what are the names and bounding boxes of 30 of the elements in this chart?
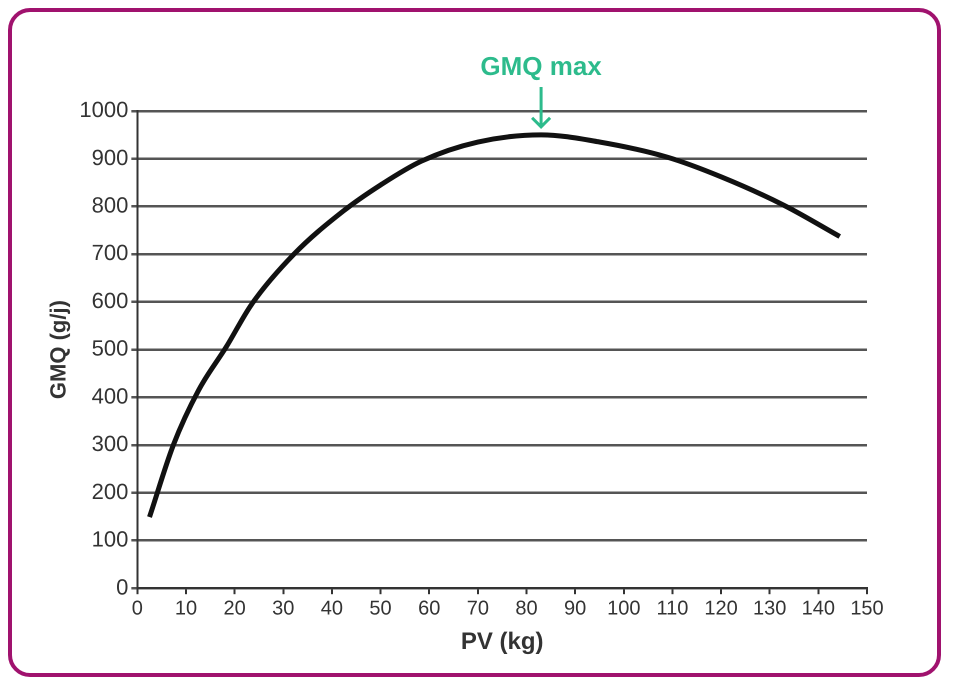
x-tick-label: 50 [369,598,392,620]
x-tick-label: 10 [174,598,198,620]
y-tick-label: 300 [92,431,128,456]
x-tick-label: 30 [272,598,294,620]
x-tick-label: 70 [466,598,489,620]
y-tick-label: 900 [92,144,128,170]
y-tick-label: 0 [116,574,128,600]
y-tick-label: 600 [92,288,128,313]
x-tick-label: 140 [802,598,836,620]
x-tick-label: 20 [224,598,246,620]
y-tick-label: 500 [92,336,128,361]
x-tick-label: 150 [850,598,884,620]
x-tick-label: 100 [607,598,640,620]
x-tick-label: 110 [656,598,688,620]
x-tick-label: 40 [320,598,344,620]
y-axis-title: GMQ (g/j) [45,300,70,400]
y-tick-label: 200 [92,478,128,504]
annotation: GMQ max [480,51,602,82]
y-tick-label: 1000 [79,97,128,122]
x-axis-title: PV (kg) [460,628,544,656]
y-tick-label: 800 [92,192,128,218]
x-tick-label: 120 [704,598,738,620]
y-tick-label: 100 [92,526,128,552]
y-tick-label: 400 [92,383,128,408]
x-tick-label: 90 [564,598,586,620]
x-tick-label: 0 [132,598,143,620]
y-tick-label: 700 [92,240,128,266]
x-tick-label: 80 [515,598,538,620]
x-tick-label: 130 [753,598,786,620]
x-tick-label: 60 [418,598,440,620]
